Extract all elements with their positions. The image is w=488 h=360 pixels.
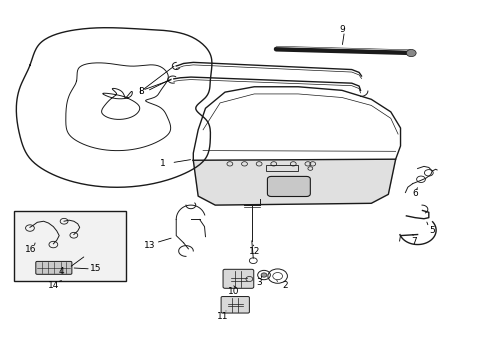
Text: 14: 14 — [47, 281, 59, 290]
FancyBboxPatch shape — [223, 269, 253, 288]
Text: 2: 2 — [282, 281, 287, 290]
Text: 11: 11 — [216, 312, 228, 321]
FancyBboxPatch shape — [36, 261, 72, 274]
Circle shape — [406, 49, 415, 57]
FancyBboxPatch shape — [221, 297, 249, 313]
Polygon shape — [193, 159, 395, 205]
Circle shape — [261, 273, 266, 277]
FancyBboxPatch shape — [267, 176, 310, 197]
Bar — [266, 165, 298, 171]
Text: 12: 12 — [248, 247, 260, 256]
Text: 7: 7 — [410, 237, 416, 246]
Text: 1: 1 — [160, 159, 165, 168]
Text: 10: 10 — [227, 287, 239, 296]
Text: 8: 8 — [138, 86, 143, 95]
Text: 6: 6 — [411, 189, 417, 198]
Text: 3: 3 — [256, 278, 262, 287]
Text: 9: 9 — [339, 25, 344, 34]
Text: 5: 5 — [428, 226, 434, 235]
Text: 16: 16 — [25, 246, 37, 255]
Text: 4: 4 — [59, 267, 64, 276]
Bar — [14, 211, 126, 281]
Text: 13: 13 — [143, 241, 155, 250]
Text: 15: 15 — [90, 265, 102, 274]
